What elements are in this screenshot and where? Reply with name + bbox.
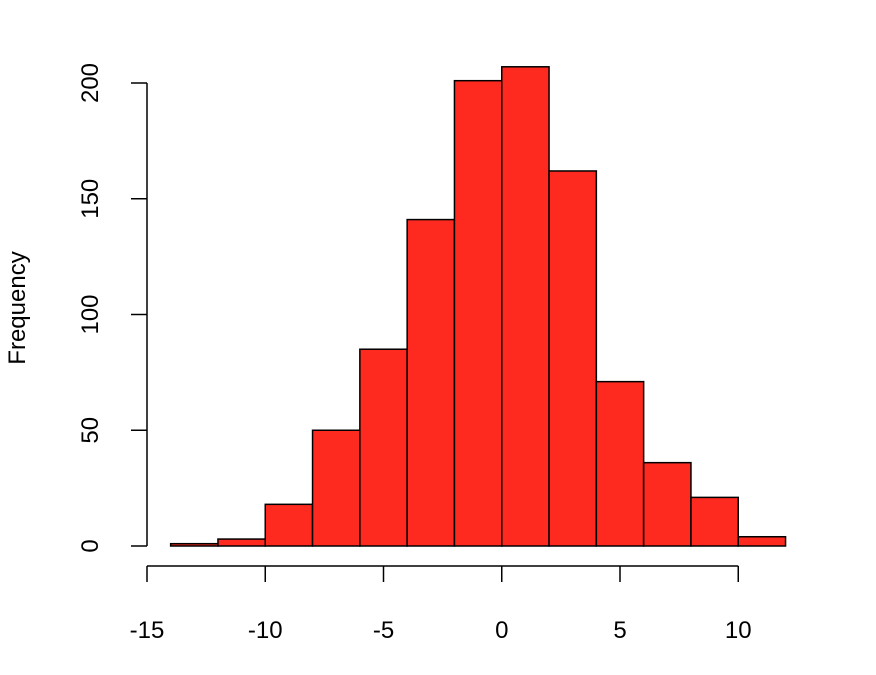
bars-group — [169, 66, 787, 547]
histogram-bar — [501, 66, 550, 547]
x-tick-label: -10 — [248, 617, 283, 644]
x-tick-label: -5 — [373, 617, 394, 644]
histogram-bar — [690, 496, 740, 547]
y-tick-label: 100 — [77, 294, 104, 334]
histogram-bar — [359, 348, 408, 547]
y-tick-label: 150 — [77, 179, 104, 219]
x-tick-label: 0 — [495, 617, 508, 644]
x-tick-label: 5 — [613, 617, 626, 644]
y-tick-label: 50 — [77, 417, 104, 444]
histogram-bar — [169, 542, 219, 547]
histogram-bar — [548, 170, 598, 547]
x-axis: -15 -10 -5 0 5 10 — [130, 565, 752, 644]
y-axis-title: Frequency — [4, 251, 31, 364]
x-tick-label: 10 — [725, 617, 752, 644]
y-tick-label: 0 — [77, 539, 104, 552]
histogram-bar — [406, 218, 456, 547]
histogram-bar — [311, 429, 361, 547]
histogram-bar — [217, 538, 266, 547]
histogram-bar — [595, 380, 645, 547]
x-tick-label: -15 — [130, 617, 165, 644]
histogram-bar — [737, 535, 787, 547]
y-tick-label: 200 — [77, 63, 104, 103]
y-axis: 0 50 100 150 200 — [77, 63, 148, 553]
histogram-bar — [642, 461, 692, 547]
histogram-bar — [453, 79, 503, 547]
histogram-bar — [264, 503, 314, 547]
